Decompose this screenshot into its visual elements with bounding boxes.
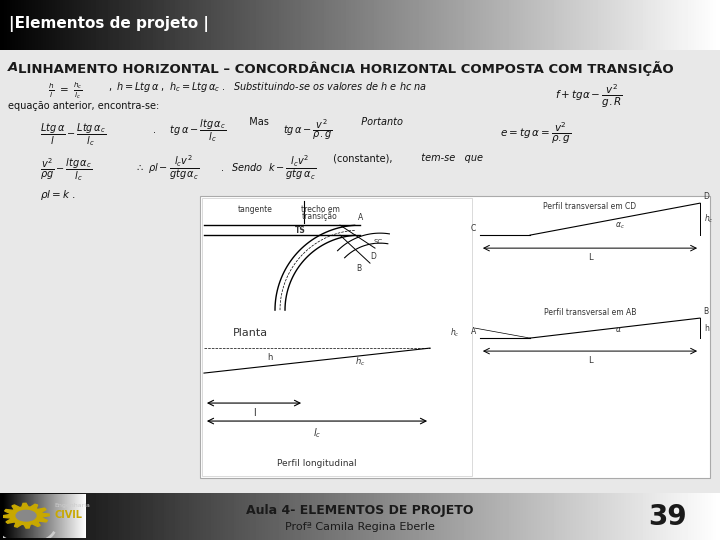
Text: l: l xyxy=(253,408,256,418)
Text: $.\ \ \ \ tg\,\alpha - \dfrac{ltg\,\alpha_c}{l_c}$: $.\ \ \ \ tg\,\alpha - \dfrac{ltg\,\alph… xyxy=(152,117,226,144)
Text: $h_c$: $h_c$ xyxy=(450,327,460,339)
Text: (constante),: (constante), xyxy=(330,153,392,163)
Text: $h_c$: $h_c$ xyxy=(704,213,714,225)
Text: h: h xyxy=(267,353,273,362)
Text: L: L xyxy=(588,253,593,262)
Text: $h_c$: $h_c$ xyxy=(355,355,365,368)
FancyBboxPatch shape xyxy=(202,198,472,476)
Text: tem-se   que: tem-se que xyxy=(415,153,483,163)
Text: Perfil longitudinal: Perfil longitudinal xyxy=(277,458,357,468)
Text: Perfil transversal em AB: Perfil transversal em AB xyxy=(544,308,636,317)
Text: $\alpha$: $\alpha$ xyxy=(615,325,621,334)
Text: $\dfrac{Ltg\,\alpha}{l} - \dfrac{Ltg\,\alpha_c}{l_c}$: $\dfrac{Ltg\,\alpha}{l} - \dfrac{Ltg\,\a… xyxy=(40,121,106,148)
Text: tangente: tangente xyxy=(238,205,272,214)
FancyBboxPatch shape xyxy=(200,196,710,478)
Text: |Elementos de projeto |: |Elementos de projeto | xyxy=(9,16,209,32)
Text: 39: 39 xyxy=(649,503,688,531)
Text: C: C xyxy=(471,224,476,233)
Text: equação anterior, encontra-se:: equação anterior, encontra-se: xyxy=(8,101,159,111)
Text: Engenharia: Engenharia xyxy=(54,503,90,509)
Text: $\alpha_c$: $\alpha_c$ xyxy=(615,221,625,231)
Text: Aula 4- ELEMENTOS DE PROJETO: Aula 4- ELEMENTOS DE PROJETO xyxy=(246,503,474,517)
Text: A: A xyxy=(8,61,18,74)
Text: D: D xyxy=(703,192,709,201)
Text: CIVIL: CIVIL xyxy=(54,510,82,520)
Text: transição: transição xyxy=(302,212,338,221)
Text: $,\ h = Ltg\,\alpha\ ,\ h_c = Ltg\,\alpha_c$$\ .\ \ Substituindo\text{-}se\ os\ : $,\ h = Ltg\,\alpha\ ,\ h_c = Ltg\,\alph… xyxy=(108,80,427,94)
Text: TS: TS xyxy=(294,226,305,235)
Text: Portanto: Portanto xyxy=(355,117,403,127)
Text: $\frac{h}{l}\ =\ \frac{h_c}{l_c}$: $\frac{h}{l}\ =\ \frac{h_c}{l_c}$ xyxy=(48,80,83,101)
Text: SC: SC xyxy=(374,239,383,245)
Text: $\rho l = k\ .$: $\rho l = k\ .$ xyxy=(40,188,76,202)
Text: trecho em: trecho em xyxy=(300,205,339,214)
Text: $tg\,\alpha - \dfrac{v^2}{\rho.g}$: $tg\,\alpha - \dfrac{v^2}{\rho.g}$ xyxy=(283,117,333,142)
Text: B: B xyxy=(703,307,708,316)
Text: $e = tg\,\alpha = \dfrac{v^2}{\rho.g}$: $e = tg\,\alpha = \dfrac{v^2}{\rho.g}$ xyxy=(500,121,572,146)
Text: $f + tg\alpha - \dfrac{v^2}{g.R}$: $f + tg\alpha - \dfrac{v^2}{g.R}$ xyxy=(555,83,623,110)
Text: Perfil transversal em CD: Perfil transversal em CD xyxy=(544,202,636,211)
Text: $\dfrac{v^2}{\rho g} - \dfrac{ltg\,\alpha_c}{l_c}$: $\dfrac{v^2}{\rho g} - \dfrac{ltg\,\alph… xyxy=(40,156,92,183)
Text: Profª Camila Regina Eberle: Profª Camila Regina Eberle xyxy=(285,522,435,532)
Text: $l_c$: $l_c$ xyxy=(312,426,321,440)
Text: D: D xyxy=(370,252,376,261)
Text: LINHAMENTO HORIZONTAL – CONCORDÂNCIA HORIZONTAL COMPOSTA COM TRANSIÇÃO: LINHAMENTO HORIZONTAL – CONCORDÂNCIA HOR… xyxy=(18,61,674,76)
Text: B: B xyxy=(356,264,361,273)
Text: L: L xyxy=(588,356,593,365)
Polygon shape xyxy=(3,503,49,528)
Text: A: A xyxy=(358,213,364,222)
Text: $.\ \ Sendo\ \ k - \dfrac{l_c v^2}{gtg\,\alpha_c}$: $.\ \ Sendo\ \ k - \dfrac{l_c v^2}{gtg\,… xyxy=(220,153,316,182)
Circle shape xyxy=(16,510,36,521)
Text: Planta: Planta xyxy=(233,328,268,338)
Text: Mas: Mas xyxy=(243,117,269,127)
Text: A: A xyxy=(471,327,476,336)
Text: h: h xyxy=(704,323,709,333)
Text: $\therefore\ \rho l - \dfrac{l_c v^2}{gtg\,\alpha_c}$: $\therefore\ \rho l - \dfrac{l_c v^2}{gt… xyxy=(135,153,199,182)
